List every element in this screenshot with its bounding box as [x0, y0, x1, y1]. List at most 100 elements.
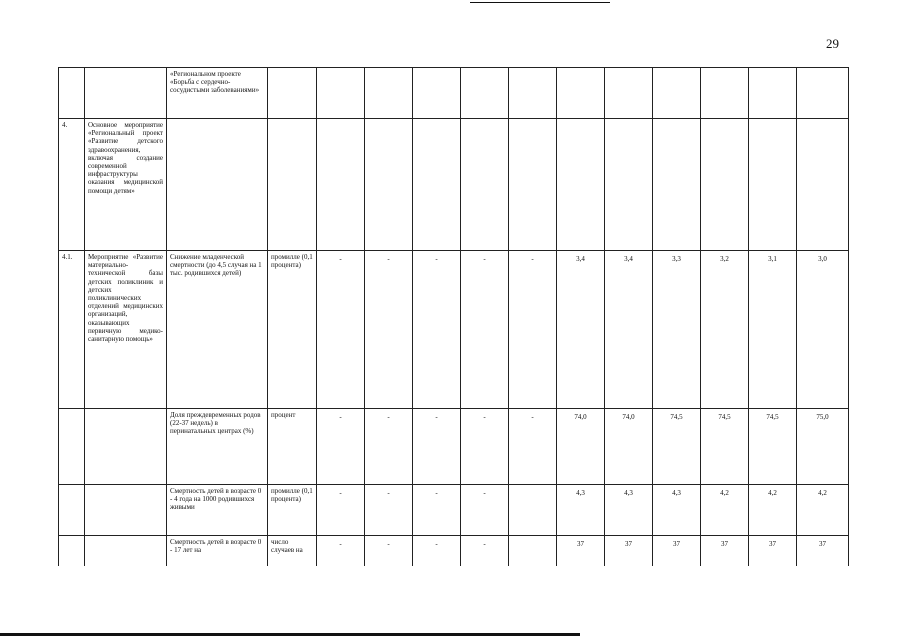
table-cell	[604, 67, 653, 119]
table-cell: 4,3	[652, 484, 701, 536]
table-cell	[412, 67, 461, 119]
table-cell	[460, 118, 509, 251]
table-cell: -	[364, 250, 413, 409]
table-cell	[58, 67, 85, 119]
table-cell: 3,2	[700, 250, 749, 409]
table-cell	[316, 118, 365, 251]
table-cell	[796, 67, 849, 119]
table-cell: -	[364, 535, 413, 566]
table-cell: -	[508, 250, 557, 409]
table-cell: 4,2	[796, 484, 849, 536]
table-row: 4.1. Мероприятие «Развитие материально-те…	[58, 250, 849, 409]
table-cell: -	[412, 484, 461, 536]
table-row: Доля преждевременных родов (22-37 недель…	[58, 408, 849, 485]
table-cell: 4,3	[556, 484, 605, 536]
table-row: Смертность детей в возрасте 0 - 17 лет н…	[58, 535, 849, 566]
table-cell	[364, 118, 413, 251]
table-cell: -	[364, 484, 413, 536]
table-cell: 37	[700, 535, 749, 566]
table-cell	[508, 67, 557, 119]
table-cell: 75,0	[796, 408, 849, 485]
table: «Региональном проекте «Борьба с сердечно…	[58, 67, 849, 566]
table-cell: 37	[556, 535, 605, 566]
table-cell: Смертность детей в возрасте 0 - 17 лет н…	[166, 535, 268, 566]
table-cell: 3,4	[556, 250, 605, 409]
table-cell: промилле (0,1 процента)	[267, 250, 317, 409]
table-cell	[652, 67, 701, 119]
table-cell: -	[460, 484, 509, 536]
table-cell	[84, 535, 167, 566]
table-cell: 74,5	[652, 408, 701, 485]
table-cell: -	[316, 535, 365, 566]
table-cell	[460, 67, 509, 119]
table-cell	[166, 118, 268, 251]
table-cell: 3,4	[604, 250, 653, 409]
table-cell: 74,5	[748, 408, 797, 485]
table-cell: -	[460, 408, 509, 485]
table-cell	[58, 408, 85, 485]
table-cell: «Региональном проекте «Борьба с сердечно…	[166, 67, 268, 119]
scan-line	[470, 2, 610, 3]
table-cell	[508, 535, 557, 566]
table-row: «Региональном проекте «Борьба с сердечно…	[58, 67, 849, 119]
table-row: Смертность детей в возрасте 0 - 4 года н…	[58, 484, 849, 536]
table-cell	[267, 67, 317, 119]
table-cell	[652, 118, 701, 251]
table-cell	[316, 67, 365, 119]
table-cell: -	[364, 408, 413, 485]
table-cell: 4,3	[604, 484, 653, 536]
table-cell	[796, 118, 849, 251]
table-cell	[556, 118, 605, 251]
table-cell: Смертность детей в возрасте 0 - 4 года н…	[166, 484, 268, 536]
table-cell: 4.	[58, 118, 85, 251]
table-cell: -	[316, 408, 365, 485]
table-cell: 4,2	[748, 484, 797, 536]
table-cell: 74,5	[700, 408, 749, 485]
table-cell: -	[412, 250, 461, 409]
table-cell	[412, 118, 461, 251]
table-cell: 4.1.	[58, 250, 85, 409]
table-cell	[58, 484, 85, 536]
table-cell	[267, 118, 317, 251]
table-cell	[748, 118, 797, 251]
table-cell: -	[508, 408, 557, 485]
table-cell	[364, 67, 413, 119]
table-cell	[508, 484, 557, 536]
table-cell: Доля преждевременных родов (22-37 недель…	[166, 408, 268, 485]
table-cell: -	[412, 408, 461, 485]
page-number: 29	[826, 36, 839, 51]
table-cell: 3,3	[652, 250, 701, 409]
table-cell	[604, 118, 653, 251]
table-cell: Основное мероприятие «Региональный проек…	[84, 118, 167, 251]
table-cell	[748, 67, 797, 119]
table-cell: 3,0	[796, 250, 849, 409]
table-cell	[556, 67, 605, 119]
table-cell: 74,0	[556, 408, 605, 485]
table-cell: 37	[604, 535, 653, 566]
table-cell: Мероприятие «Развитие материально-технич…	[84, 250, 167, 409]
table-cell: Снижение младенческой смертности (до 4,5…	[166, 250, 268, 409]
table-cell: -	[460, 535, 509, 566]
table-cell: -	[316, 484, 365, 536]
table-cell	[84, 408, 167, 485]
table-cell: промилле (0,1 процента)	[267, 484, 317, 536]
table-row: 4. Основное мероприятие «Региональный про…	[58, 118, 849, 251]
table-cell: 3,1	[748, 250, 797, 409]
table-cell: 74,0	[604, 408, 653, 485]
table-cell: процент	[267, 408, 317, 485]
table-cell: 37	[796, 535, 849, 566]
table-cell	[508, 118, 557, 251]
table-cell	[700, 67, 749, 119]
table-cell	[84, 67, 167, 119]
table-cell	[700, 118, 749, 251]
table-cell: 37	[652, 535, 701, 566]
table-cell: 37	[748, 535, 797, 566]
table-cell	[84, 484, 167, 536]
table-cell: -	[460, 250, 509, 409]
table-cell: -	[316, 250, 365, 409]
table-cell: -	[412, 535, 461, 566]
table-cell: 4,2	[700, 484, 749, 536]
table-cell	[58, 535, 85, 566]
table-cell: число случаев на	[267, 535, 317, 566]
